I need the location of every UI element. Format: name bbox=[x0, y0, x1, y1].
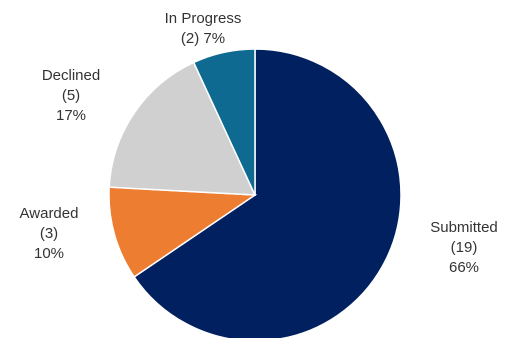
data-label-submitted-count: (19) bbox=[450, 239, 478, 256]
data-label-submitted-name: Submitted bbox=[430, 219, 498, 236]
data-label-in-progress: In Progress (2) 7% bbox=[148, 9, 258, 49]
data-label-awarded-name: Awarded bbox=[19, 205, 79, 222]
data-label-declined-count: (5) bbox=[61, 87, 81, 104]
data-label-awarded: Awarded (3) 10% bbox=[6, 204, 92, 264]
pie-slice-awarded bbox=[108, 186, 258, 278]
data-label-in-progress-count-percent: (2) 7% bbox=[148, 29, 258, 49]
data-label-declined-percent: 17% bbox=[55, 107, 87, 124]
data-label-awarded-count: (3) bbox=[39, 225, 59, 242]
data-label-declined-name: Declined bbox=[41, 67, 101, 84]
data-label-awarded-percent: 10% bbox=[33, 245, 65, 262]
pie-slice-submitted bbox=[133, 48, 402, 338]
pie-slice-in-progress bbox=[192, 48, 256, 196]
data-label-in-progress-count: (2) bbox=[180, 30, 200, 47]
data-label-submitted: Submitted (19) 66% bbox=[416, 218, 508, 278]
data-label-submitted-percent: 66% bbox=[448, 259, 480, 276]
data-label-in-progress-name: In Progress bbox=[164, 10, 242, 27]
pie-slice-declined bbox=[108, 61, 257, 196]
data-label-declined: Declined (5) 17% bbox=[28, 66, 114, 126]
data-label-in-progress-percent: 7% bbox=[203, 30, 226, 47]
